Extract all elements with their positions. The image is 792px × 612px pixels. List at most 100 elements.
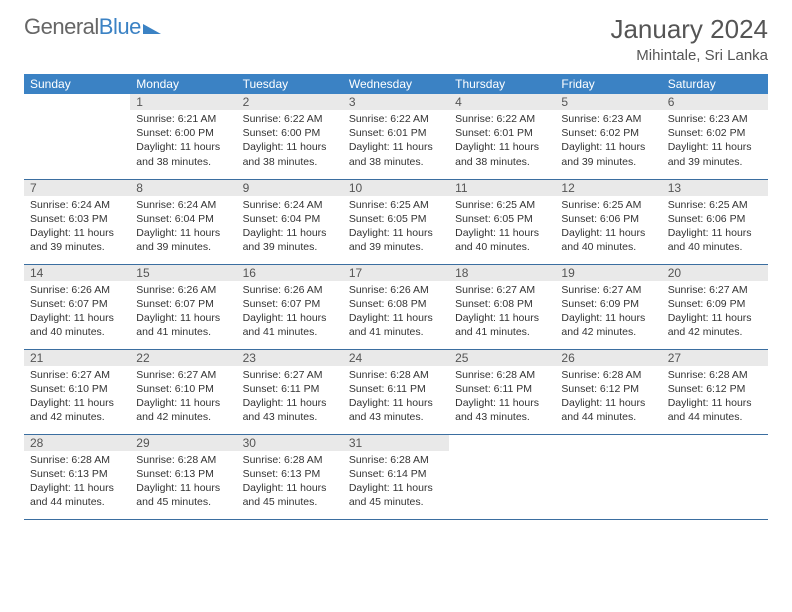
daylight-text: Daylight: 11 hours and 42 minutes. [30,396,124,424]
sunset-text: Sunset: 6:09 PM [561,297,655,311]
sunrise-text: Sunrise: 6:24 AM [136,198,230,212]
day-number [555,435,661,437]
daylight-text: Daylight: 11 hours and 41 minutes. [136,311,230,339]
daylight-text: Daylight: 11 hours and 45 minutes. [243,481,337,509]
calendar-cell: 1Sunrise: 6:21 AMSunset: 6:00 PMDaylight… [130,94,236,179]
day-number: 6 [662,94,768,110]
day-number: 5 [555,94,661,110]
calendar-cell: 19Sunrise: 6:27 AMSunset: 6:09 PMDayligh… [555,264,661,349]
calendar-cell: 11Sunrise: 6:25 AMSunset: 6:05 PMDayligh… [449,179,555,264]
day-details: Sunrise: 6:22 AMSunset: 6:01 PMDaylight:… [343,110,449,173]
day-number: 25 [449,350,555,366]
daylight-text: Daylight: 11 hours and 38 minutes. [243,140,337,168]
daylight-text: Daylight: 11 hours and 39 minutes. [668,140,762,168]
calendar-cell: 31Sunrise: 6:28 AMSunset: 6:14 PMDayligh… [343,434,449,519]
day-details: Sunrise: 6:25 AMSunset: 6:06 PMDaylight:… [662,196,768,259]
sunrise-text: Sunrise: 6:28 AM [455,368,549,382]
sunrise-text: Sunrise: 6:26 AM [136,283,230,297]
sunset-text: Sunset: 6:07 PM [136,297,230,311]
day-details: Sunrise: 6:27 AMSunset: 6:09 PMDaylight:… [662,281,768,344]
sunset-text: Sunset: 6:02 PM [668,126,762,140]
sunrise-text: Sunrise: 6:24 AM [243,198,337,212]
day-details: Sunrise: 6:28 AMSunset: 6:12 PMDaylight:… [662,366,768,429]
daylight-text: Daylight: 11 hours and 42 minutes. [561,311,655,339]
day-details: Sunrise: 6:27 AMSunset: 6:10 PMDaylight:… [24,366,130,429]
daylight-text: Daylight: 11 hours and 39 minutes. [349,226,443,254]
day-number: 31 [343,435,449,451]
calendar-cell [24,94,130,179]
day-details: Sunrise: 6:21 AMSunset: 6:00 PMDaylight:… [130,110,236,173]
day-number: 14 [24,265,130,281]
sunset-text: Sunset: 6:04 PM [243,212,337,226]
day-number: 28 [24,435,130,451]
day-number: 9 [237,180,343,196]
daylight-text: Daylight: 11 hours and 40 minutes. [561,226,655,254]
day-number: 7 [24,180,130,196]
daylight-text: Daylight: 11 hours and 43 minutes. [455,396,549,424]
daylight-text: Daylight: 11 hours and 42 minutes. [668,311,762,339]
calendar-cell: 2Sunrise: 6:22 AMSunset: 6:00 PMDaylight… [237,94,343,179]
sunrise-text: Sunrise: 6:27 AM [561,283,655,297]
daylight-text: Daylight: 11 hours and 41 minutes. [243,311,337,339]
calendar-cell: 4Sunrise: 6:22 AMSunset: 6:01 PMDaylight… [449,94,555,179]
calendar-row: 21Sunrise: 6:27 AMSunset: 6:10 PMDayligh… [24,349,768,434]
daylight-text: Daylight: 11 hours and 43 minutes. [243,396,337,424]
calendar-cell: 28Sunrise: 6:28 AMSunset: 6:13 PMDayligh… [24,434,130,519]
day-details: Sunrise: 6:24 AMSunset: 6:03 PMDaylight:… [24,196,130,259]
sunrise-text: Sunrise: 6:25 AM [561,198,655,212]
calendar-cell [449,434,555,519]
day-number: 3 [343,94,449,110]
day-number: 4 [449,94,555,110]
day-details: Sunrise: 6:28 AMSunset: 6:11 PMDaylight:… [449,366,555,429]
day-details: Sunrise: 6:28 AMSunset: 6:13 PMDaylight:… [237,451,343,514]
daylight-text: Daylight: 11 hours and 40 minutes. [30,311,124,339]
sunset-text: Sunset: 6:05 PM [349,212,443,226]
sunrise-text: Sunrise: 6:28 AM [349,453,443,467]
sunrise-text: Sunrise: 6:26 AM [243,283,337,297]
day-number [449,435,555,437]
daylight-text: Daylight: 11 hours and 41 minutes. [455,311,549,339]
calendar-cell: 15 Sunrise: 6:26 AMSunset: 6:07 PMDayligh… [130,264,236,349]
daylight-text: Daylight: 11 hours and 40 minutes. [455,226,549,254]
daylight-text: Daylight: 11 hours and 44 minutes. [561,396,655,424]
day-number: 20 [662,265,768,281]
title-block: January 2024 Mihintale, Sri Lanka [610,14,768,64]
calendar-cell: 23Sunrise: 6:27 AMSunset: 6:11 PMDayligh… [237,349,343,434]
day-details: Sunrise: 6:22 AMSunset: 6:00 PMDaylight:… [237,110,343,173]
sunset-text: Sunset: 6:10 PM [136,382,230,396]
sunrise-text: Sunrise: 6:25 AM [349,198,443,212]
calendar-cell: 12Sunrise: 6:25 AMSunset: 6:06 PMDayligh… [555,179,661,264]
day-number: 18 [449,265,555,281]
sunrise-text: Sunrise: 6:22 AM [455,112,549,126]
sunset-text: Sunset: 6:07 PM [30,297,124,311]
sunrise-text: Sunrise: 6:28 AM [668,368,762,382]
calendar-cell: 3Sunrise: 6:22 AMSunset: 6:01 PMDaylight… [343,94,449,179]
month-title: January 2024 [610,14,768,45]
day-number: 2 [237,94,343,110]
sunrise-text: Sunrise: 6:28 AM [561,368,655,382]
sunrise-text: Sunrise: 6:21 AM [136,112,230,126]
calendar-cell: 8Sunrise: 6:24 AMSunset: 6:04 PMDaylight… [130,179,236,264]
weekday-tuesday: Tuesday [237,74,343,94]
sunset-text: Sunset: 6:09 PM [668,297,762,311]
sunrise-text: Sunrise: 6:22 AM [243,112,337,126]
sunset-text: Sunset: 6:08 PM [455,297,549,311]
sunrise-text: Sunrise: 6:26 AM [349,283,443,297]
day-details: Sunrise: 6:26 AMSunset: 6:07 PMDaylight:… [237,281,343,344]
day-number: 15 [130,265,236,281]
day-number: 21 [24,350,130,366]
weekday-saturday: Saturday [662,74,768,94]
day-details: Sunrise: 6:25 AMSunset: 6:05 PMDaylight:… [449,196,555,259]
calendar-cell: 25Sunrise: 6:28 AMSunset: 6:11 PMDayligh… [449,349,555,434]
sunrise-text: Sunrise: 6:25 AM [668,198,762,212]
day-details: Sunrise: 6:24 AMSunset: 6:04 PMDaylight:… [237,196,343,259]
sunrise-text: Sunrise: 6:26 AM [30,283,124,297]
sunset-text: Sunset: 6:11 PM [243,382,337,396]
day-details: Sunrise: 6:27 AMSunset: 6:10 PMDaylight:… [130,366,236,429]
daylight-text: Daylight: 11 hours and 44 minutes. [668,396,762,424]
day-number: 13 [662,180,768,196]
day-details: Sunrise: 6:28 AMSunset: 6:14 PMDaylight:… [343,451,449,514]
calendar-cell: 14 Sunrise: 6:26 AMSunset: 6:07 PMDayligh… [24,264,130,349]
day-details: Sunrise: 6:28 AMSunset: 6:11 PMDaylight:… [343,366,449,429]
weekday-wednesday: Wednesday [343,74,449,94]
